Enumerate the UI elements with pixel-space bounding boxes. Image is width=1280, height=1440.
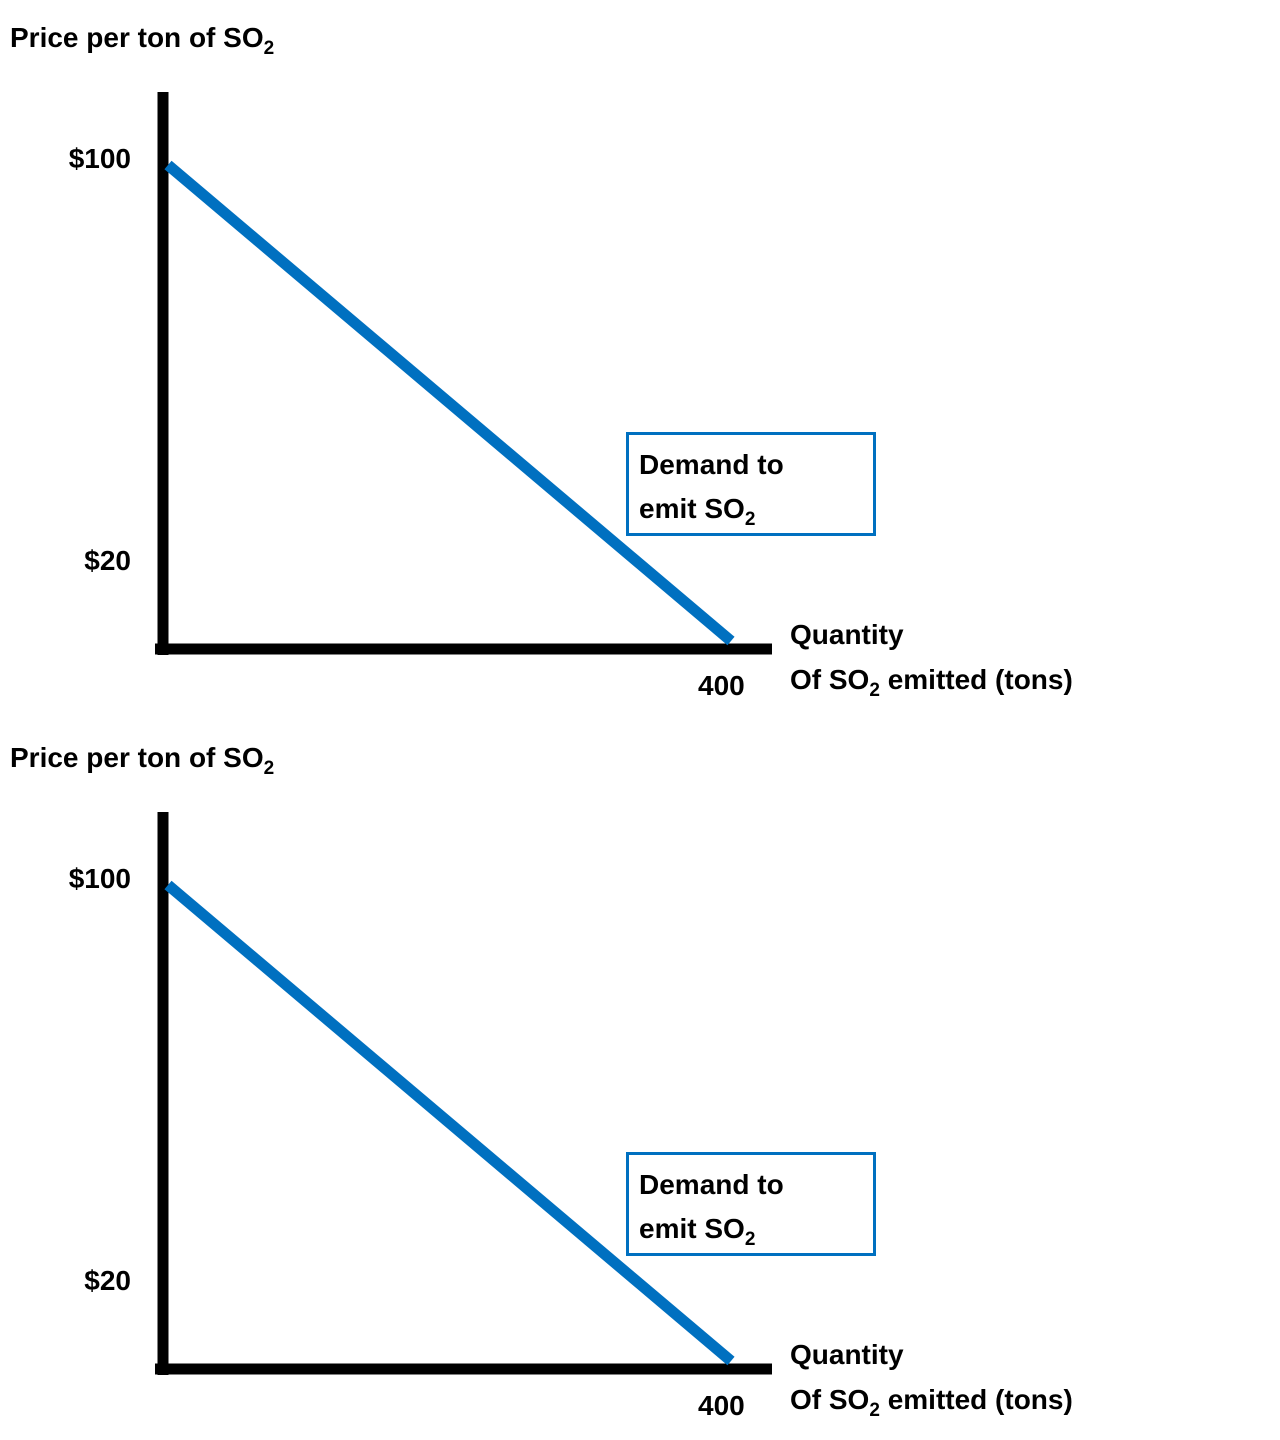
annotation-line2: emit SO: [639, 493, 745, 524]
x-axis-label-line1: Quantity: [790, 1341, 904, 1369]
subscript: 2: [744, 509, 756, 530]
x-label-suffix: emitted (tons): [879, 664, 1073, 695]
subscript: 2: [744, 1229, 756, 1250]
x-tick-label: 400: [698, 1392, 745, 1420]
demand-annotation-box: Demand to emit SO2: [626, 1152, 876, 1256]
demand-chart: Price per ton of SO2 $100 $20 400 Quantity Of…: [0, 720, 1280, 1440]
tick-text: $20: [84, 1265, 131, 1296]
annotation-line1: Demand to: [639, 1169, 784, 1200]
x-axis-label-line2: Of SO2 emitted (tons): [790, 1384, 1073, 1421]
chart-plot: [155, 812, 772, 1375]
y-axis-label-text: Price per ton of SO: [10, 742, 264, 773]
annotation-line1: Demand to: [639, 449, 784, 480]
annotation-text-line1: Demand to: [639, 1171, 784, 1199]
tick-text: 400: [698, 670, 745, 701]
y-axis-label-text: Price per ton of SO: [10, 22, 264, 53]
tick-text: $100: [68, 863, 131, 894]
x-label-line1: Quantity: [790, 619, 904, 650]
subscript: 2: [263, 758, 275, 779]
tick-text: $100: [68, 143, 131, 174]
x-axis-label-line2: Of SO2 emitted (tons): [790, 664, 1073, 701]
x-axis-label-line1: Quantity: [790, 621, 904, 649]
y-tick-label: $20: [0, 1267, 131, 1295]
x-label-line1: Quantity: [790, 1339, 904, 1370]
tick-text: 400: [698, 1390, 745, 1421]
demand-curve: [164, 880, 735, 1366]
x-tick-label: 400: [698, 672, 745, 700]
annotation-line2: emit SO: [639, 1213, 745, 1244]
x-label-prefix: Of SO: [790, 1384, 870, 1415]
y-axis-label: Price per ton of SO2: [10, 742, 274, 779]
x-label-suffix: emitted (tons): [879, 1384, 1073, 1415]
chart-plot: [155, 92, 772, 655]
annotation-text-line2: emit SO2: [639, 1213, 755, 1250]
subscript: 2: [869, 680, 880, 701]
y-tick-label: $20: [0, 547, 131, 575]
subscript: 2: [869, 1400, 880, 1421]
y-tick-label: $100: [0, 865, 131, 893]
annotation-text-line1: Demand to: [639, 451, 784, 479]
y-axis-label: Price per ton of SO2: [10, 22, 274, 59]
demand-annotation-box: Demand to emit SO2: [626, 432, 876, 536]
subscript: 2: [263, 38, 275, 59]
annotation-text-line2: emit SO2: [639, 493, 755, 530]
y-tick-label: $100: [0, 145, 131, 173]
x-label-prefix: Of SO: [790, 664, 870, 695]
demand-curve: [164, 160, 735, 646]
tick-text: $20: [84, 545, 131, 576]
demand-chart: Price per ton of SO2 $100 $20 400 Quantity Of…: [0, 22, 1073, 701]
